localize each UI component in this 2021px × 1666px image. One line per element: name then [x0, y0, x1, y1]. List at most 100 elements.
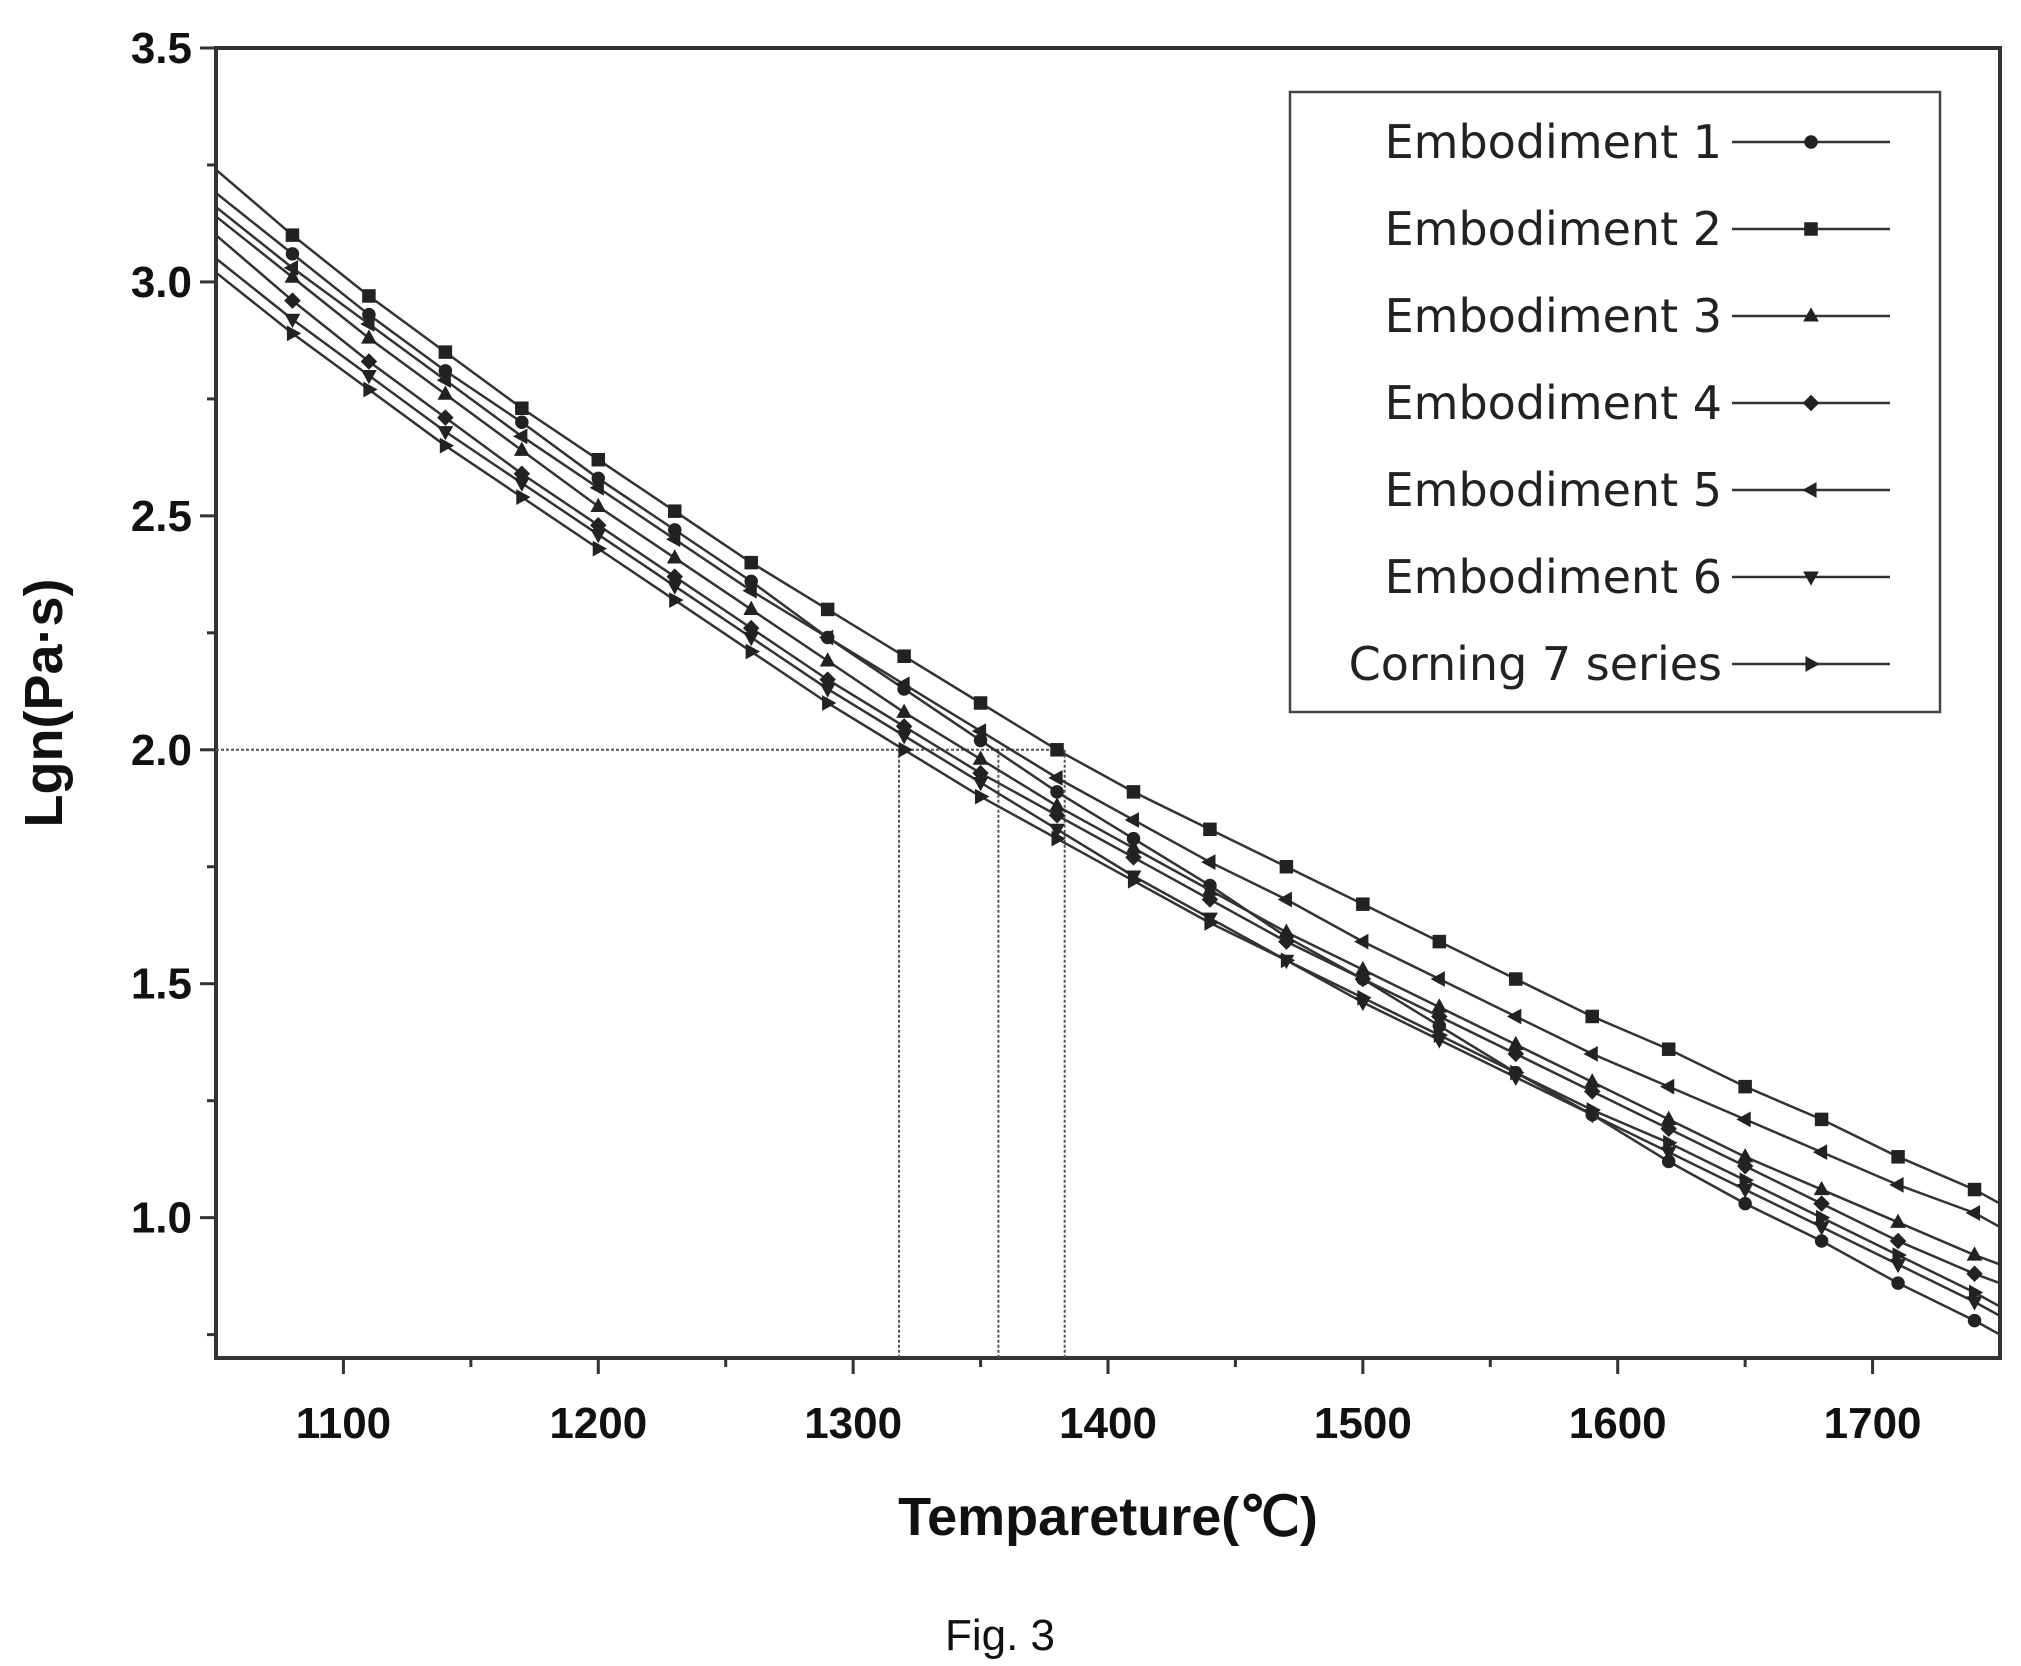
legend-marker: [1805, 656, 1820, 672]
data-point: [1277, 891, 1292, 908]
data-point: [1278, 933, 1295, 950]
legend-marker: [1803, 571, 1819, 586]
data-point: [1736, 1111, 1751, 1128]
data-point: [1050, 785, 1064, 799]
data-point: [1813, 1180, 1830, 1196]
legend-label: Corning 7 series: [1349, 637, 1722, 691]
data-point: [1280, 952, 1296, 969]
data-point: [743, 631, 760, 647]
data-point: [1965, 1205, 1981, 1221]
data-point: [1507, 1008, 1522, 1025]
data-point: [898, 741, 913, 758]
data-point: [1967, 1182, 1982, 1197]
legend-marker: [1802, 394, 1820, 412]
data-point: [1816, 1209, 1831, 1226]
data-point: [516, 489, 531, 506]
data-point: [1431, 1008, 1448, 1025]
data-point: [818, 629, 834, 646]
y-tick-label: 1.0: [131, 1194, 192, 1243]
legend-marker: [1802, 482, 1817, 498]
data-point: [1354, 933, 1369, 950]
data-point: [1432, 934, 1447, 949]
y-tick-label: 3.5: [131, 24, 192, 73]
y-axis-title: Lgn(Pa·s): [14, 579, 74, 828]
data-point: [1507, 1045, 1525, 1063]
data-point: [513, 477, 530, 492]
y-tick-label: 1.5: [131, 960, 192, 1009]
data-point: [1433, 1027, 1449, 1044]
data-point: [1051, 830, 1066, 847]
data-point: [1814, 1112, 1829, 1127]
y-tick-label: 2.5: [131, 492, 192, 541]
data-point: [1661, 1042, 1676, 1056]
legend-entry: Embodiment 2: [1385, 202, 1890, 256]
legend-entry: Corning 7 series: [1349, 637, 1890, 691]
series-3: [215, 215, 2001, 1266]
data-point: [1889, 1177, 1904, 1193]
series-2: [215, 168, 2001, 1205]
data-point: [1126, 785, 1141, 799]
data-point: [590, 529, 607, 544]
legend-label: Embodiment 3: [1385, 289, 1722, 343]
data-point: [742, 582, 757, 599]
data-point: [1659, 1078, 1675, 1095]
data-point: [896, 703, 912, 718]
data-point: [745, 643, 760, 660]
data-point: [1891, 1150, 1905, 1164]
data-point: [515, 415, 529, 430]
data-point: [1738, 1079, 1752, 1094]
data-point: [1890, 1213, 1906, 1228]
data-point: [1204, 915, 1219, 931]
legend-label: Embodiment 2: [1385, 202, 1722, 256]
data-point: [1430, 971, 1445, 987]
data-point: [437, 426, 454, 441]
data-point: [972, 776, 989, 792]
series-7: [215, 271, 2001, 1308]
x-axis-title: Tempareture(℃): [898, 1487, 1318, 1547]
data-point: [667, 504, 682, 518]
legend-marker: [1804, 222, 1818, 236]
data-point: [1968, 1284, 1984, 1301]
x-tick-label: 1700: [1824, 1399, 1922, 1448]
data-point: [1583, 1083, 1601, 1100]
data-point: [1203, 822, 1217, 837]
data-point: [1586, 1102, 1601, 1118]
y-tick-label: 3.0: [131, 258, 192, 307]
data-point: [1049, 823, 1065, 839]
data-point: [1736, 1157, 1754, 1175]
legend-label: Embodiment 6: [1385, 550, 1722, 604]
data-point: [284, 292, 301, 309]
legend-entry: Embodiment 6: [1385, 550, 1890, 604]
data-point: [666, 580, 683, 595]
legend-entry: Embodiment 3: [1385, 289, 1890, 343]
data-point: [1585, 1009, 1599, 1024]
data-point: [363, 381, 378, 398]
data-point: [591, 452, 606, 467]
y-tick-label: 2.0: [131, 726, 192, 775]
data-point: [1583, 1046, 1598, 1062]
data-point: [592, 540, 608, 557]
legend-entry: Embodiment 1: [1385, 115, 1890, 169]
data-point: [1509, 972, 1523, 986]
data-point: [973, 696, 988, 710]
data-point: [1125, 849, 1142, 866]
series-5: [215, 206, 2001, 1229]
data-point: [1813, 1195, 1830, 1212]
data-point: [437, 385, 454, 400]
data-point: [1891, 1276, 1905, 1290]
axis-ticks: 1100 1200 1300 1400 1500 1600 1700 1.0 1.5 2.0 2.5…: [131, 24, 1922, 1448]
data-point: [819, 683, 836, 698]
data-point: [1201, 854, 1216, 870]
data-point: [438, 345, 453, 359]
legend: Embodiment 1 Embodiment 2 Embodiment 3 Embo…: [1288, 90, 1942, 714]
data-point: [1889, 1232, 1907, 1250]
data-point: [895, 676, 910, 693]
data-point: [436, 372, 451, 389]
data-point: [819, 652, 836, 667]
data-point: [896, 730, 912, 745]
legend-entry: Embodiment 4: [1385, 376, 1890, 430]
series-4: [215, 234, 2001, 1285]
data-point: [590, 497, 607, 513]
data-point: [362, 289, 376, 303]
